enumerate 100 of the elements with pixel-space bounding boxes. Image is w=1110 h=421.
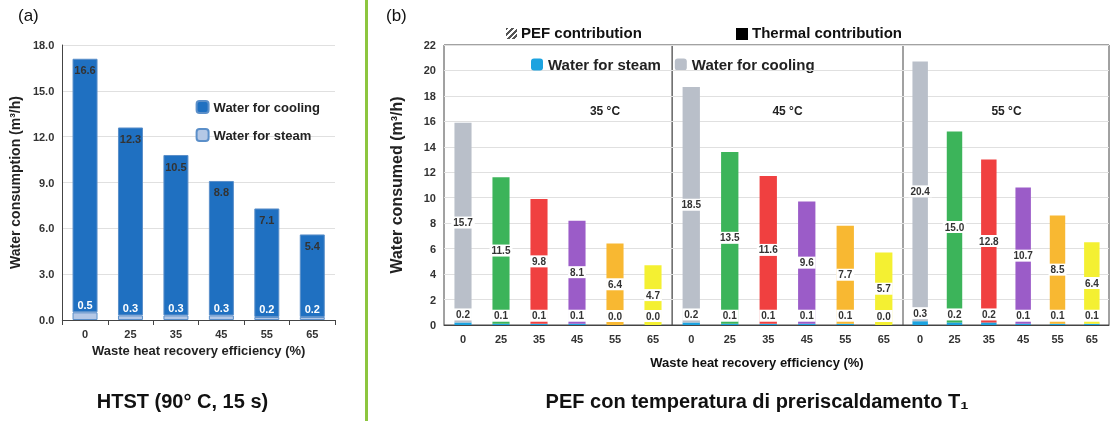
x-tick-label: 65 bbox=[1085, 332, 1098, 345]
y-tick-label: 22 bbox=[423, 39, 436, 51]
data-label: 0.1 bbox=[838, 310, 853, 322]
y-tick-label: 12 bbox=[423, 166, 436, 179]
data-label: 16.6 bbox=[74, 64, 96, 77]
data-label: 9.6 bbox=[799, 257, 815, 269]
data-label: 15.7 bbox=[453, 217, 474, 229]
x-tick-label: 25 bbox=[948, 332, 961, 345]
data-label: 11.6 bbox=[758, 244, 779, 256]
data-label: 0.2 bbox=[456, 308, 471, 320]
data-label: 0.1 bbox=[494, 310, 509, 322]
data-label: 4.7 bbox=[646, 289, 661, 301]
text: (a) bbox=[18, 6, 39, 26]
y-axis-title: Water consumed (m³/h) bbox=[387, 96, 405, 274]
data-label: 0.1 bbox=[761, 310, 776, 322]
bar bbox=[492, 177, 510, 324]
data-label: 0.2 bbox=[684, 308, 699, 320]
text: HTST (90° C, 15 s) bbox=[96, 390, 269, 412]
data-label: 20.4 bbox=[910, 185, 931, 197]
data-label: 9.8 bbox=[532, 255, 547, 267]
data-label: 13.5 bbox=[720, 232, 740, 244]
data-label: 12.8 bbox=[979, 235, 999, 247]
x-tick-label: 55 bbox=[1051, 332, 1064, 345]
bar bbox=[208, 180, 234, 316]
data-label: 15.0 bbox=[944, 221, 965, 233]
data-label: 8.8 bbox=[213, 186, 230, 199]
x-tick-label: 0 bbox=[688, 332, 695, 345]
data-label: 18.5 bbox=[681, 199, 702, 211]
x-tick-label: 0 bbox=[917, 332, 924, 345]
y-tick-label: 14 bbox=[423, 140, 437, 153]
data-label: 10.7 bbox=[1013, 250, 1034, 262]
bar bbox=[454, 122, 472, 323]
data-label: 0.3 bbox=[213, 301, 230, 314]
x-tick-label: 25 bbox=[494, 332, 508, 345]
y-tick-label: 6.0 bbox=[39, 222, 55, 235]
data-label: 8.5 bbox=[1050, 264, 1065, 276]
bar bbox=[254, 208, 280, 317]
y-tick-label: 18 bbox=[423, 89, 436, 102]
y-tick-label: 20 bbox=[423, 64, 436, 77]
x-tick-label: 65 bbox=[646, 332, 660, 345]
data-label: 7.7 bbox=[838, 269, 853, 281]
data-label: 0.3 bbox=[122, 301, 139, 314]
x-tick-label: 65 bbox=[306, 327, 319, 340]
data-label: 0.5 bbox=[77, 298, 93, 311]
data-label: 5.4 bbox=[304, 239, 321, 252]
data-label: 6.4 bbox=[608, 278, 623, 290]
y-tick-label: 15.0 bbox=[32, 84, 55, 97]
x-tick-label: 0 bbox=[81, 327, 89, 340]
y-tick-label: 4 bbox=[429, 268, 437, 281]
data-label: 0.1 bbox=[1084, 310, 1100, 322]
y-tick-label: 9.0 bbox=[39, 176, 55, 189]
text: 35 °C bbox=[589, 104, 621, 118]
bar bbox=[912, 61, 928, 322]
text: (b) bbox=[386, 6, 407, 26]
bar bbox=[682, 322, 700, 325]
data-label: 0.3 bbox=[168, 301, 184, 314]
data-label: 0.0 bbox=[646, 310, 661, 322]
data-label: 0.1 bbox=[1016, 310, 1031, 322]
x-tick-label: 25 bbox=[723, 332, 736, 345]
y-tick-label: 8 bbox=[429, 217, 436, 230]
bar bbox=[912, 321, 928, 325]
bar bbox=[454, 322, 472, 325]
data-label: 12.3 bbox=[119, 133, 142, 145]
data-label: 7.1 bbox=[259, 213, 275, 226]
y-tick-label: 3.0 bbox=[39, 268, 55, 281]
x-tick-label: 35 bbox=[532, 332, 546, 345]
y-tick-label: 6 bbox=[429, 242, 436, 255]
x-tick-label: 65 bbox=[877, 332, 890, 345]
x-axis-title: Waste heat recovery efficiency (%) bbox=[91, 343, 306, 358]
data-label: 11.5 bbox=[491, 245, 511, 257]
y-tick-label: 12.0 bbox=[32, 130, 55, 143]
bar bbox=[163, 155, 189, 316]
bar bbox=[299, 234, 325, 317]
text: PEF contribution bbox=[521, 24, 642, 41]
legend-label: Water for cooling bbox=[213, 99, 321, 115]
data-label: 0.3 bbox=[913, 307, 928, 319]
text: Thermal contribution bbox=[752, 24, 902, 41]
data-label: 10.5 bbox=[165, 160, 187, 173]
data-label: 0.2 bbox=[259, 303, 275, 316]
data-label: 0.0 bbox=[876, 310, 892, 322]
x-tick-label: 0 bbox=[459, 332, 467, 345]
x-tick-label: 45 bbox=[800, 332, 813, 345]
x-axis-title: Waste heat recovery efficiency (%) bbox=[650, 355, 864, 370]
x-tick-label: 35 bbox=[982, 332, 995, 345]
data-label: 0.1 bbox=[1050, 310, 1065, 322]
x-tick-label: 25 bbox=[124, 327, 137, 340]
data-label: 5.7 bbox=[876, 283, 892, 295]
text: 55 °C bbox=[991, 104, 1022, 118]
bar bbox=[946, 322, 963, 325]
data-label: 0.2 bbox=[304, 303, 320, 316]
y-axis-title: Water consumption (m³/h) bbox=[7, 96, 23, 269]
x-tick-label: 55 bbox=[608, 332, 622, 345]
data-label: 8.1 bbox=[570, 266, 585, 278]
x-tick-label: 55 bbox=[839, 332, 852, 345]
x-tick-label: 55 bbox=[260, 327, 273, 340]
data-label: 6.4 bbox=[1084, 277, 1100, 289]
data-label: 0.1 bbox=[532, 310, 547, 322]
data-label: 0.1 bbox=[722, 310, 738, 322]
text: PEF con temperatura di preriscaldamento T₁ bbox=[545, 390, 969, 413]
data-label: 0.1 bbox=[570, 310, 585, 322]
